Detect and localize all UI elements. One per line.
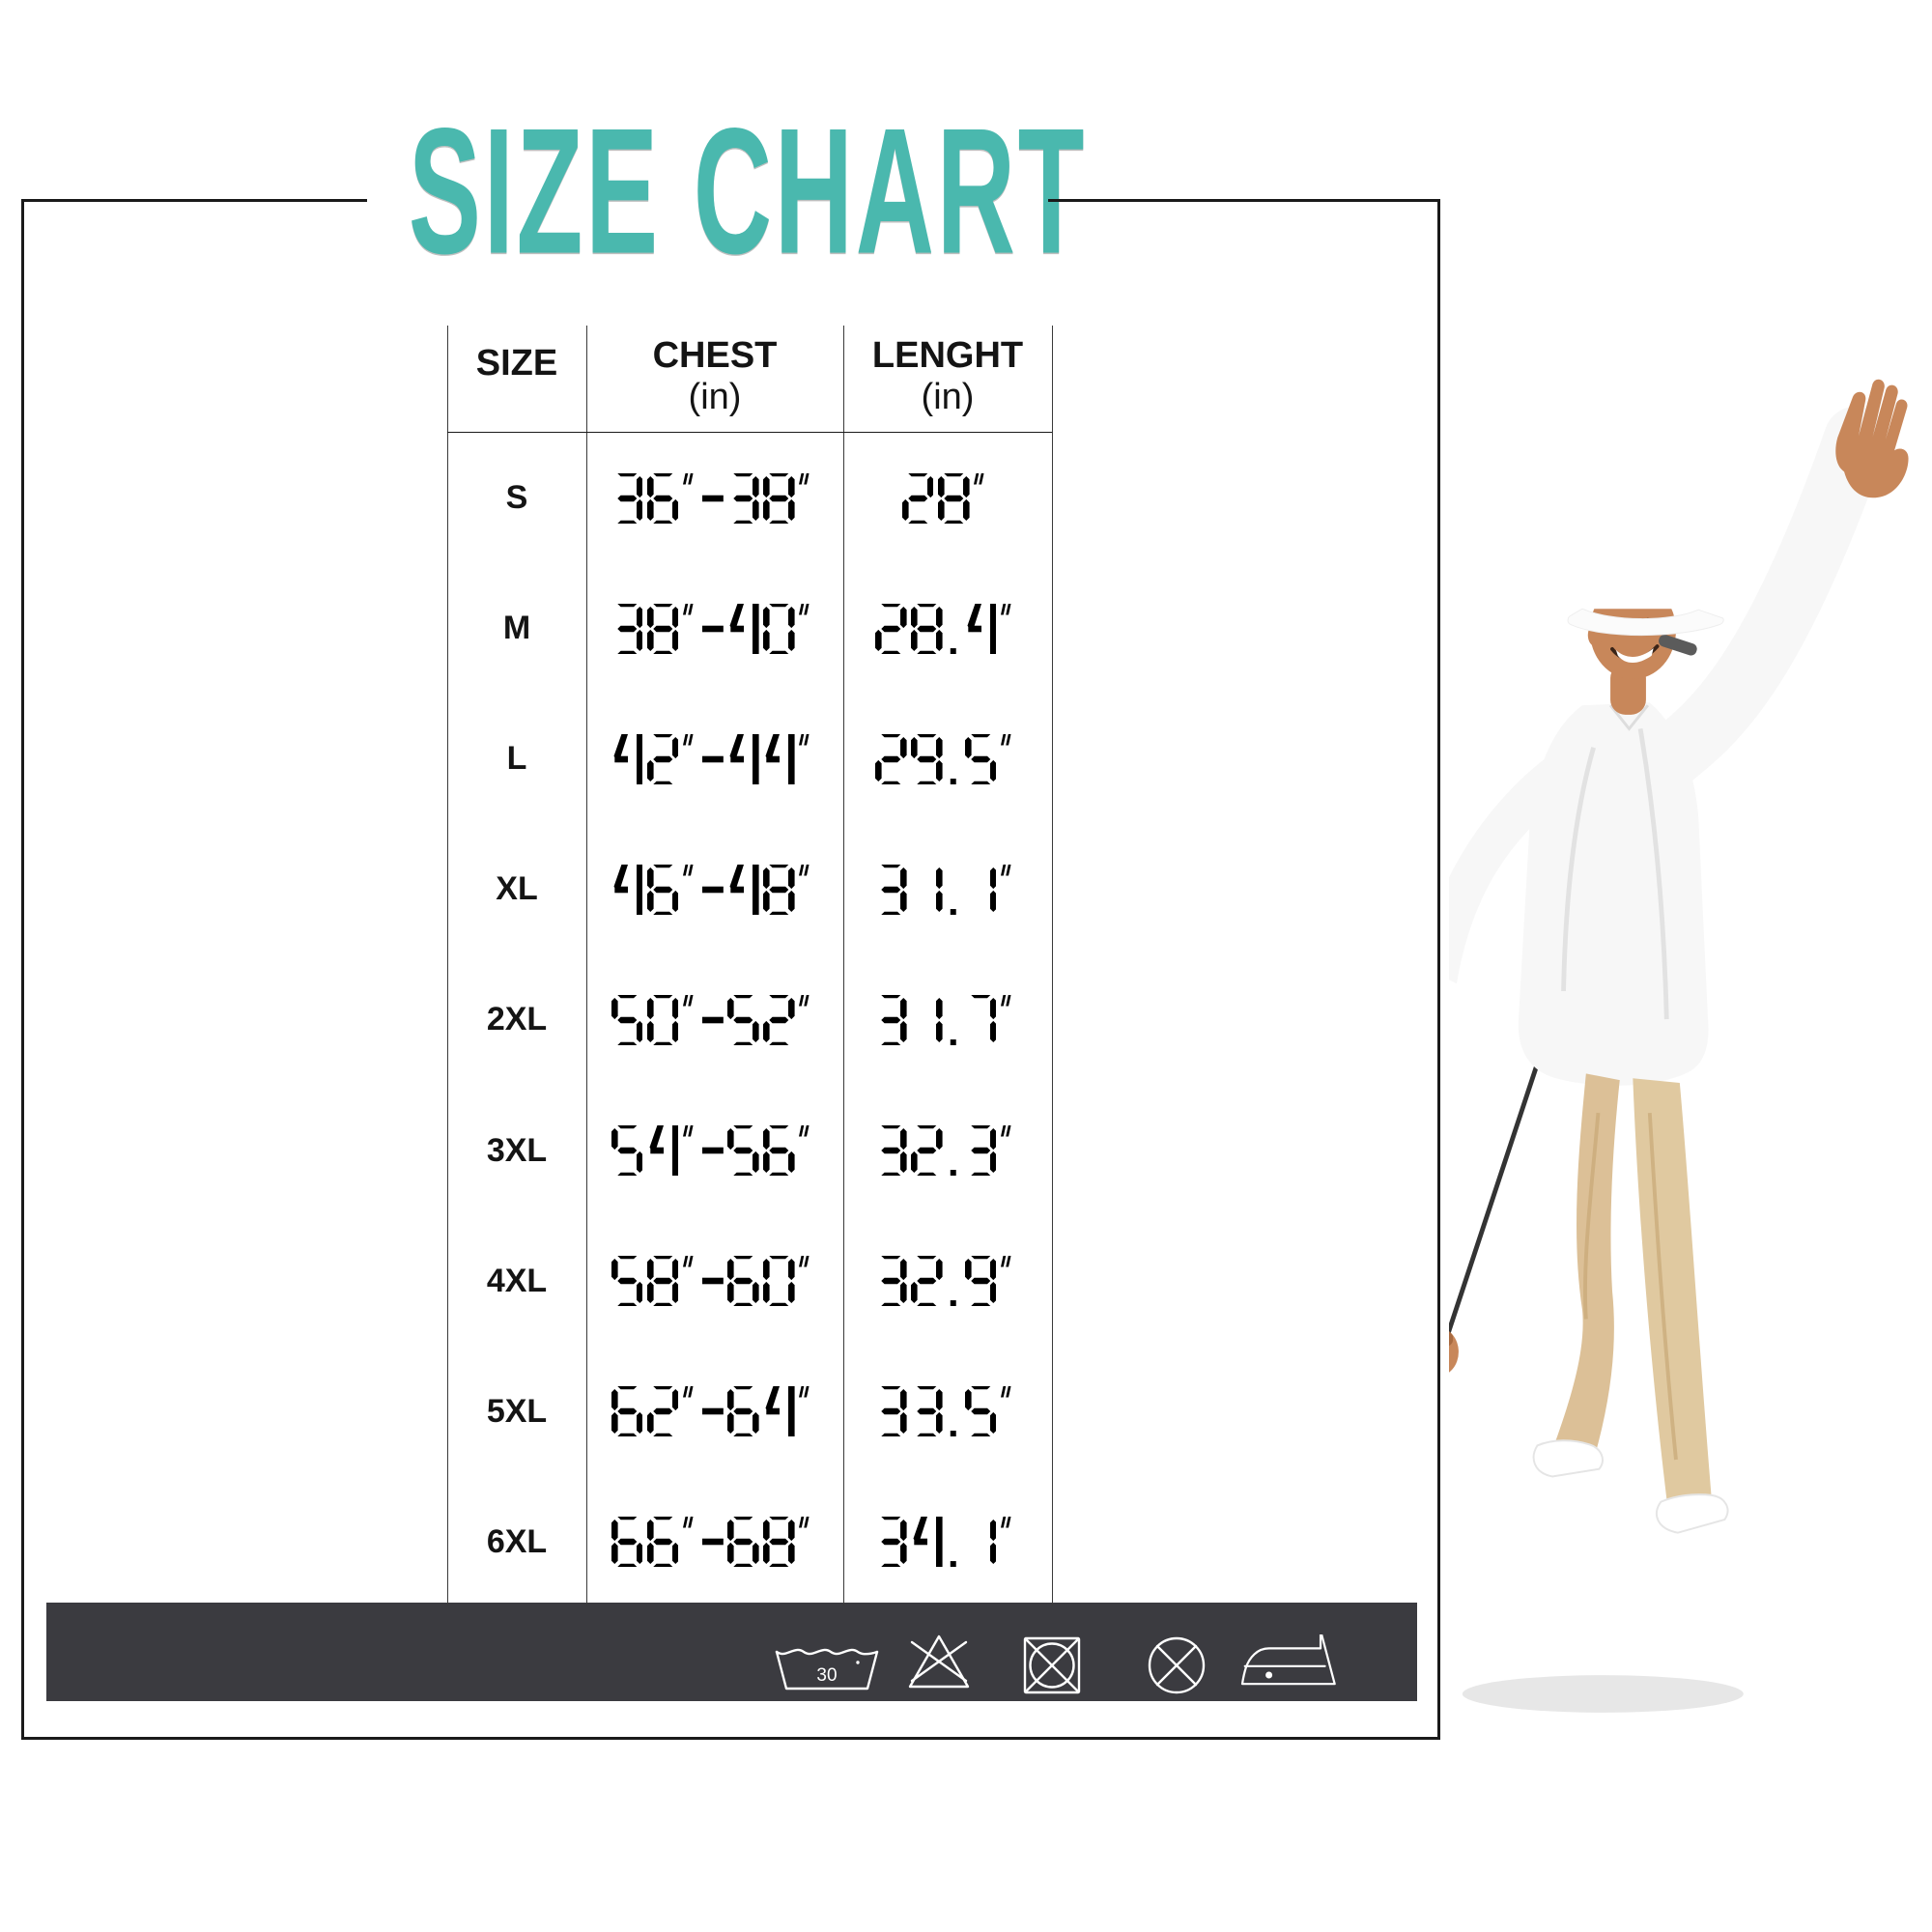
svg-text:30: 30	[816, 1665, 837, 1686]
